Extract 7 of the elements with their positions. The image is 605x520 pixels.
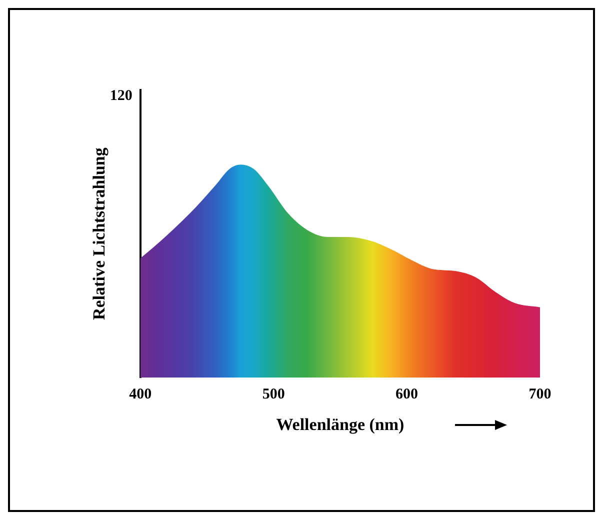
y-axis-title: Relative Lichtstrahlung [90,147,109,320]
x-axis-title: Wellenlänge (nm) [276,415,404,434]
text: 120 [110,88,132,104]
x-tick-label: 600 [396,386,418,402]
x-tick-label: 400 [129,386,152,402]
x-tick-label: 500 [262,386,285,402]
x-tick-label: 700 [528,386,552,402]
